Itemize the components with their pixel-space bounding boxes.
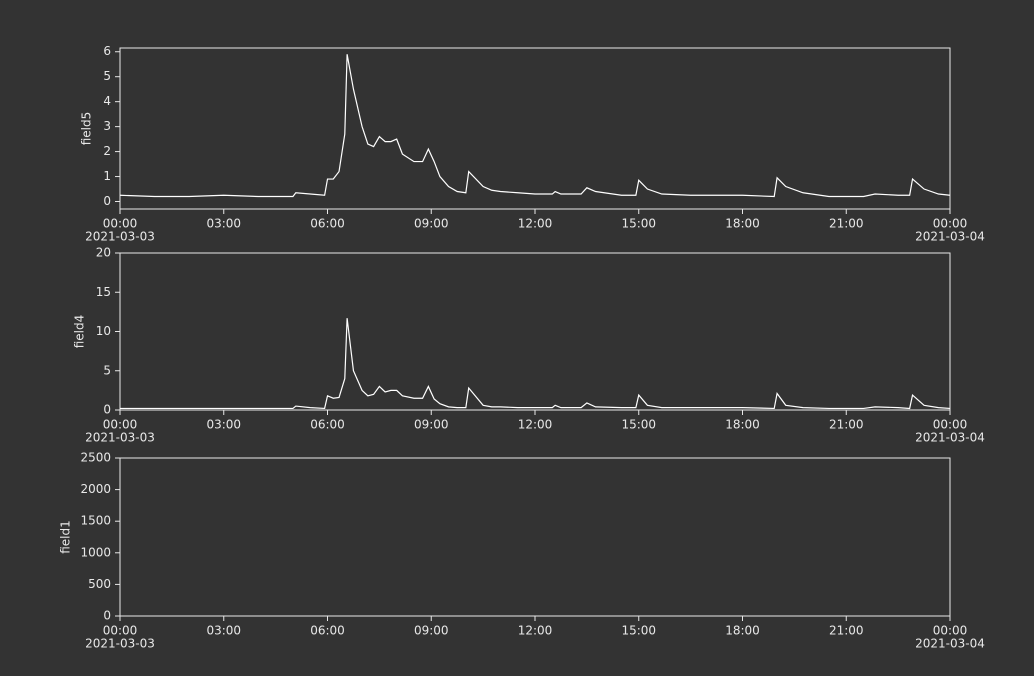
y-tick-label: 20 xyxy=(96,246,111,260)
x-tick-date: 2021-03-03 xyxy=(85,431,155,445)
x-tick-label: 15:00 xyxy=(621,624,656,638)
x-tick-date: 2021-03-04 xyxy=(915,637,985,651)
x-tick-label: 00:00 xyxy=(933,217,968,231)
y-tick-label: 6 xyxy=(103,44,111,58)
y-tick-label: 5 xyxy=(103,363,111,377)
x-tick-label: 12:00 xyxy=(518,217,553,231)
x-tick-label: 06:00 xyxy=(310,624,345,638)
x-tick-date: 2021-03-04 xyxy=(915,230,985,244)
y-tick-label: 0 xyxy=(103,194,111,208)
y-axis-label: field5 xyxy=(80,112,94,146)
x-tick-label: 03:00 xyxy=(206,217,241,231)
x-tick-label: 15:00 xyxy=(621,217,656,231)
x-tick-date: 2021-03-03 xyxy=(85,230,155,244)
y-tick-label: 0 xyxy=(103,403,111,417)
x-tick-label: 00:00 xyxy=(103,418,138,432)
data-line xyxy=(120,318,951,410)
x-tick-label: 06:00 xyxy=(310,418,345,432)
x-tick-label: 18:00 xyxy=(725,418,760,432)
y-tick-label: 5 xyxy=(103,69,111,83)
x-tick-label: 06:00 xyxy=(310,217,345,231)
y-tick-label: 1500 xyxy=(80,514,111,528)
x-tick-label: 21:00 xyxy=(829,217,864,231)
x-tick-label: 00:00 xyxy=(933,418,968,432)
y-tick-label: 2500 xyxy=(80,451,111,465)
y-tick-label: 4 xyxy=(103,94,111,108)
y-tick-label: 2 xyxy=(103,144,111,158)
x-tick-label: 21:00 xyxy=(829,624,864,638)
y-tick-label: 1000 xyxy=(80,545,111,559)
x-tick-date: 2021-03-04 xyxy=(915,431,985,445)
y-tick-label: 2000 xyxy=(80,482,111,496)
x-tick-label: 21:00 xyxy=(829,418,864,432)
x-tick-label: 18:00 xyxy=(725,217,760,231)
x-tick-label: 03:00 xyxy=(206,624,241,638)
x-tick-label: 00:00 xyxy=(933,624,968,638)
y-axis-label: field4 xyxy=(73,315,87,349)
y-tick-label: 1 xyxy=(103,169,111,183)
x-tick-label: 18:00 xyxy=(725,624,760,638)
x-tick-label: 00:00 xyxy=(103,217,138,231)
y-tick-label: 10 xyxy=(96,324,111,338)
y-axis-label: field1 xyxy=(59,520,73,554)
x-tick-label: 03:00 xyxy=(206,418,241,432)
x-tick-label: 09:00 xyxy=(414,217,449,231)
x-tick-label: 15:00 xyxy=(621,418,656,432)
y-tick-label: 3 xyxy=(103,119,111,133)
y-tick-label: 15 xyxy=(96,285,111,299)
x-tick-label: 12:00 xyxy=(518,624,553,638)
y-tick-label: 500 xyxy=(88,577,111,591)
data-line xyxy=(119,54,951,198)
x-tick-label: 00:00 xyxy=(103,624,138,638)
x-tick-date: 2021-03-03 xyxy=(85,637,155,651)
x-tick-label: 09:00 xyxy=(414,624,449,638)
x-tick-label: 12:00 xyxy=(518,418,553,432)
x-tick-label: 09:00 xyxy=(414,418,449,432)
y-tick-label: 0 xyxy=(103,609,111,623)
